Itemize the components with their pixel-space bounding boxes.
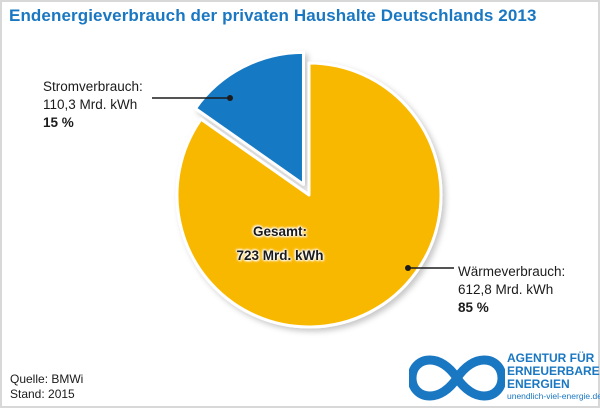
pie-slice-0 xyxy=(193,50,305,186)
slice-label-strom: Stromverbrauch: 110,3 Mrd. kWh 15 % xyxy=(43,78,143,132)
logo-line-3: ENERGIEN xyxy=(507,377,570,391)
date-line: Stand: 2015 xyxy=(10,387,75,401)
pie-total-caption: Gesamt: xyxy=(252,224,308,239)
chart-title: Endenergieverbrauch der privaten Haushal… xyxy=(9,6,537,25)
slice-label-waerme-percent: 85 % xyxy=(458,300,489,315)
slice-label-strom-name: Stromverbrauch: xyxy=(43,79,143,94)
slice-label-strom-value: 110,3 Mrd. kWh xyxy=(43,97,138,112)
agency-logo: AGENTUR FÜR ERNEUERBARE ENERGIEN unendli… xyxy=(409,352,600,404)
waerme-leader-dot xyxy=(405,265,411,271)
strom-leader-dot xyxy=(227,95,233,101)
pie-total-value: 723 Mrd. kWh xyxy=(236,248,324,263)
logo-line-1: AGENTUR FÜR xyxy=(507,351,595,365)
pie-total-label: Gesamt: 723 Mrd. kWh xyxy=(192,220,368,268)
slice-label-strom-percent: 15 % xyxy=(43,115,74,130)
source-note: Quelle: BMWi Stand: 2015 xyxy=(10,372,83,402)
slice-label-waerme-name: Wärmeverbrauch: xyxy=(458,264,566,279)
slice-label-waerme-value: 612,8 Mrd. kWh xyxy=(458,282,554,297)
logo-line-2: ERNEUERBARE xyxy=(507,364,600,378)
logo-wordmark: AGENTUR FÜR ERNEUERBARE ENERGIEN unendli… xyxy=(507,352,600,402)
logo-url: unendlich-viel-energie.de xyxy=(507,391,600,401)
source-line: Quelle: BMWi xyxy=(10,372,84,386)
infinity-logo-icon xyxy=(409,355,505,401)
slice-label-waerme: Wärmeverbrauch: 612,8 Mrd. kWh 85 % xyxy=(458,263,565,317)
pie-slice-1 xyxy=(175,61,443,329)
